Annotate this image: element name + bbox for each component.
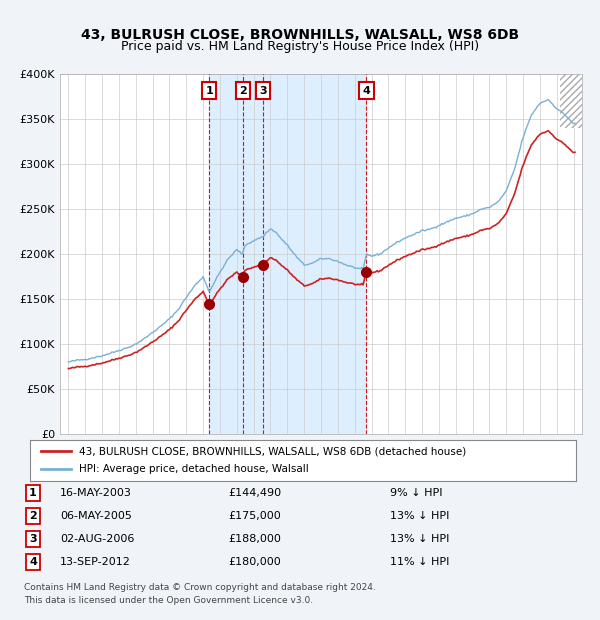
Text: 13% ↓ HPI: 13% ↓ HPI — [390, 534, 449, 544]
FancyBboxPatch shape — [560, 70, 586, 128]
Text: Contains HM Land Registry data © Crown copyright and database right 2024.: Contains HM Land Registry data © Crown c… — [24, 583, 376, 592]
Bar — [209, 74, 367, 434]
Text: 3: 3 — [29, 534, 37, 544]
Text: 9% ↓ HPI: 9% ↓ HPI — [390, 488, 443, 498]
Text: 43, BULRUSH CLOSE, BROWNHILLS, WALSALL, WS8 6DB (detached house): 43, BULRUSH CLOSE, BROWNHILLS, WALSALL, … — [79, 446, 466, 456]
Text: HPI: Average price, detached house, Walsall: HPI: Average price, detached house, Wals… — [79, 464, 309, 474]
Text: 2: 2 — [239, 86, 247, 95]
Text: 16-MAY-2003: 16-MAY-2003 — [60, 488, 132, 498]
Text: 13% ↓ HPI: 13% ↓ HPI — [390, 511, 449, 521]
Text: 4: 4 — [29, 557, 37, 567]
Text: 3: 3 — [260, 86, 267, 95]
Text: 06-MAY-2005: 06-MAY-2005 — [60, 511, 132, 521]
Text: 1: 1 — [29, 488, 37, 498]
Text: 02-AUG-2006: 02-AUG-2006 — [60, 534, 134, 544]
Text: 4: 4 — [362, 86, 370, 95]
Text: 13-SEP-2012: 13-SEP-2012 — [60, 557, 131, 567]
Text: £180,000: £180,000 — [228, 557, 281, 567]
Text: 11% ↓ HPI: 11% ↓ HPI — [390, 557, 449, 567]
Text: Price paid vs. HM Land Registry's House Price Index (HPI): Price paid vs. HM Land Registry's House … — [121, 40, 479, 53]
Text: This data is licensed under the Open Government Licence v3.0.: This data is licensed under the Open Gov… — [24, 596, 313, 604]
Text: £144,490: £144,490 — [228, 488, 281, 498]
Text: 43, BULRUSH CLOSE, BROWNHILLS, WALSALL, WS8 6DB: 43, BULRUSH CLOSE, BROWNHILLS, WALSALL, … — [81, 28, 519, 42]
Text: £188,000: £188,000 — [228, 534, 281, 544]
Text: £175,000: £175,000 — [228, 511, 281, 521]
Text: 2: 2 — [29, 511, 37, 521]
Text: 1: 1 — [205, 86, 213, 95]
